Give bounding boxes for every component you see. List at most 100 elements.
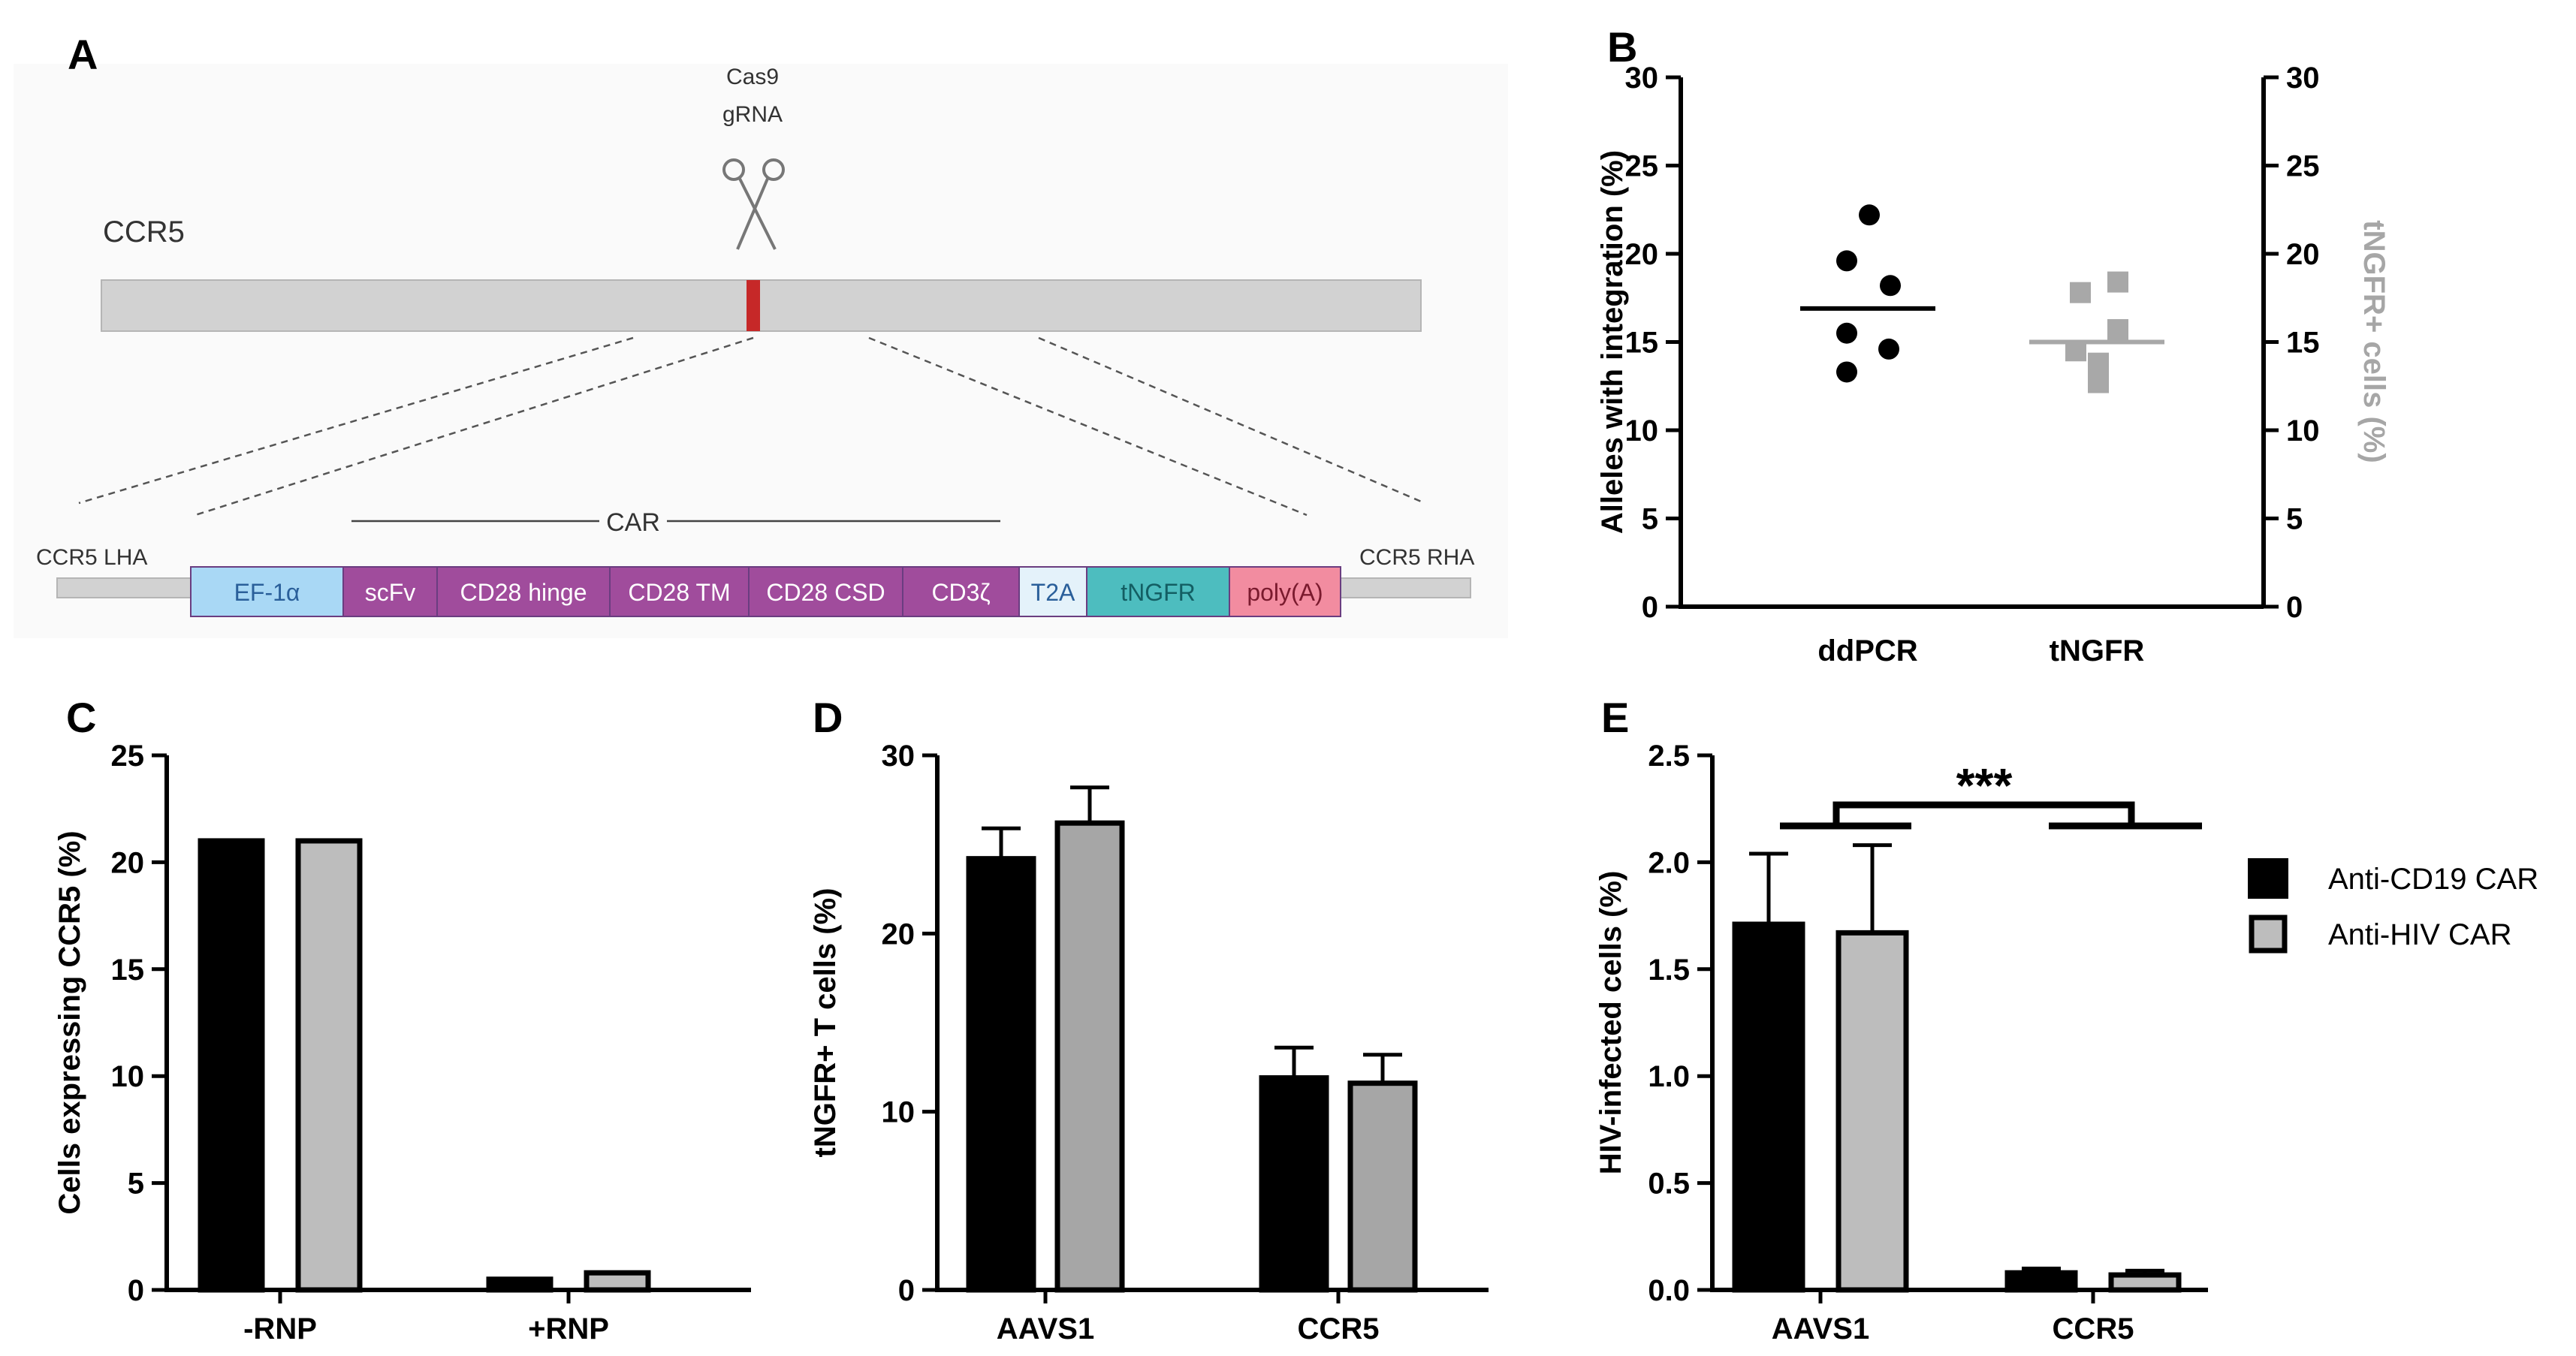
c-y-tick-label: 15	[111, 954, 145, 987]
c-x-tick-label-rnp: +RNP	[528, 1312, 609, 1345]
construct-segments: EF-1α scFv CD28 hinge CD28 TM CD28 CSD CD3ζ T2…	[190, 566, 1341, 617]
e-y-axis-label: HIV-infected cells (%)	[1594, 871, 1627, 1175]
e-y-tick-label: 0.5	[1648, 1168, 1690, 1201]
segment-label-cd28-tm: CD28 TM	[628, 579, 730, 606]
segment-cd3	[902, 566, 1020, 617]
segment-label-cd28-hinge: CD28 hinge	[460, 579, 587, 606]
chart-b: 0 5 10 15 20 25 30 Alleles with integration (%)…	[1596, 62, 2390, 667]
c-y-tick-label: 20	[111, 846, 145, 879]
rha-arm	[1338, 577, 1471, 598]
b-y2-tick-label: 5	[2286, 503, 2303, 536]
b-point-tngfr	[2070, 282, 2091, 303]
b-point-ddpcr	[1878, 338, 1899, 360]
d-y-axis-label: tNGFR+ T cells (%)	[809, 888, 842, 1158]
b-y2-tick-label: 10	[2286, 414, 2320, 447]
b-y2-tick-label: 15	[2286, 327, 2320, 360]
panel-label-e: E	[1601, 694, 1629, 741]
b-y-axis-label: Alleles with integration (%)	[1596, 150, 1629, 534]
panel-b: B 0 5 10 15 20 25 30 Alleles with integration (…	[1596, 23, 2390, 667]
chart-d: 0 10 20 30 tNGFR+ T cells (%) AAVS1 CCR5	[809, 740, 1489, 1345]
e-bar-ccr5-s1	[2108, 1272, 2182, 1293]
c-bar-rnp-s0	[486, 1276, 554, 1293]
gene-label: CCR5	[103, 215, 185, 249]
d-bar-aavs1-s1	[1054, 820, 1125, 1293]
e-bar-aavs1-s0	[1732, 921, 1805, 1293]
panel-d: D 0 10 20 30 tNGFR+ T cells (%) AAVS1 CCR5	[809, 694, 1489, 1345]
c-bar-rnp-s1	[295, 838, 363, 1293]
rha-label: CCR5 RHA	[1359, 545, 1474, 570]
b-y2-tick-label: 25	[2286, 150, 2320, 183]
segment-label-cd3: CD3ζ	[931, 579, 990, 606]
e-significance-label: ***	[1956, 758, 2013, 812]
grna-label: gRNA	[722, 102, 783, 127]
e-significance-bracket-top	[1832, 801, 2135, 823]
chart-c: 0 5 10 15 20 25 Cells expressing CCR5 (%) -RNP +…	[53, 740, 751, 1345]
b-point-ddpcr	[1836, 361, 1857, 383]
b-y-tick-label: 5	[1642, 503, 1658, 536]
panel-label-b: B	[1607, 23, 1637, 71]
diagram-background	[14, 64, 1508, 638]
legend-swatch-anti-hiv	[2249, 915, 2288, 954]
panel-a: A Cas9 gRNA CCR5 CAR CCR5 LHA CCR5 RHA E…	[14, 31, 1508, 638]
d-y-tick-label: 0	[898, 1274, 915, 1307]
panel-label-a: A	[68, 31, 98, 78]
cut-site-marker	[747, 280, 760, 331]
segment-label-scfv: scFv	[365, 579, 416, 606]
b-point-ddpcr	[1836, 322, 1857, 344]
d-y-tick-label: 20	[882, 918, 915, 951]
b-y-tick-label: 20	[1625, 238, 1659, 271]
lha-arm	[56, 577, 193, 598]
d-bar-aavs1-s0	[966, 856, 1036, 1293]
d-bar-ccr5-s1	[1347, 1080, 1418, 1293]
segment-label-ef-1: EF-1α	[234, 579, 300, 606]
e-bar-aavs1-s1	[1835, 930, 1909, 1293]
e-y-tick-label: 1.0	[1648, 1060, 1690, 1093]
b-y2-tick-label: 30	[2286, 62, 2320, 95]
b-x-tick-label-tngfr: tNGFR	[2050, 634, 2145, 667]
b-point-ddpcr	[1836, 250, 1857, 272]
b-y-tick-label: 25	[1625, 150, 1659, 183]
ccr5-locus-bar	[101, 279, 1422, 332]
d-x-tick-label-ccr5: CCR5	[1298, 1312, 1380, 1345]
e-y-tick-label: 1.5	[1648, 954, 1690, 987]
legend-label-anti-hiv: Anti-HIV CAR	[2328, 918, 2512, 951]
d-y-tick-label: 30	[882, 740, 915, 773]
b-x-tick-label-ddpcr: ddPCR	[1817, 634, 1917, 667]
segment-label-cd28-csd: CD28 CSD	[766, 579, 885, 606]
segment-ef-1	[190, 566, 344, 617]
b-point-tngfr	[2088, 372, 2109, 393]
d-x-tick-label-aavs1: AAVS1	[997, 1312, 1094, 1345]
panel-label-c: C	[66, 694, 96, 741]
c-y-tick-label: 0	[128, 1274, 144, 1307]
c-bar-rnp-s0	[198, 838, 265, 1293]
b-y2-tick-label: 20	[2286, 238, 2320, 271]
e-y-tick-label: 2.5	[1648, 740, 1690, 773]
c-bar-rnp-s1	[584, 1270, 651, 1293]
legend-swatch-anti-cd19	[2248, 858, 2288, 899]
cas9-label: Cas9	[726, 65, 779, 89]
lha-label: CCR5 LHA	[36, 545, 147, 570]
b-y-tick-label: 30	[1625, 62, 1659, 95]
homology-projection-lines	[78, 336, 1425, 517]
b-y-tick-label: 15	[1625, 327, 1659, 360]
d-bar-ccr5-s0	[1259, 1075, 1329, 1293]
d-y-tick-label: 10	[882, 1096, 915, 1129]
c-x-tick-label-rnp: -RNP	[243, 1312, 317, 1345]
b-y-tick-label: 10	[1625, 414, 1659, 447]
segment-label-t2a: T2A	[1031, 579, 1075, 606]
e-bar-ccr5-s0	[2004, 1270, 2078, 1293]
b-y2-tick-label: 0	[2286, 591, 2303, 624]
segment-poly-a	[1229, 566, 1341, 617]
scissors-icon	[722, 158, 785, 250]
panel-label-d: D	[813, 694, 843, 741]
b-point-tngfr	[2107, 271, 2128, 293]
segment-label-tngfr: tNGFR	[1121, 579, 1196, 606]
panel-c: C 0 5 10 15 20 25 Cells expressing CCR5 (%) -RN…	[53, 694, 751, 1345]
legend-label-anti-cd19: Anti-CD19 CAR	[2328, 863, 2538, 896]
segment-tngfr	[1086, 566, 1230, 617]
c-y-tick-label: 5	[128, 1168, 144, 1201]
b-point-ddpcr	[1859, 204, 1880, 226]
c-y-axis-label: Cells expressing CCR5 (%)	[53, 830, 86, 1214]
segment-scfv	[342, 566, 438, 617]
